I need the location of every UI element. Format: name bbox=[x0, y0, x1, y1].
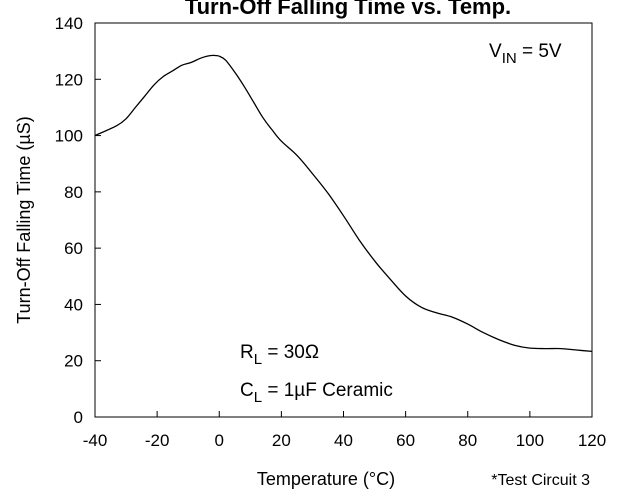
x-tick-label: -20 bbox=[145, 431, 170, 450]
y-tick-label: 140 bbox=[55, 14, 83, 33]
test-circuit-note: *Test Circuit 3 bbox=[491, 472, 590, 489]
x-tick-label: 120 bbox=[578, 431, 606, 450]
series-line bbox=[94, 54, 593, 353]
y-tick-label: 100 bbox=[55, 127, 83, 146]
cl-annotation: CL = 1µF Ceramic bbox=[240, 380, 393, 406]
x-tick-label: 40 bbox=[334, 431, 353, 450]
y-axis-label: Turn-Off Falling Time (µS) bbox=[14, 116, 34, 323]
vin-annotation: VIN = 5V bbox=[489, 41, 562, 67]
chart-title: Turn-Off Falling Time vs. Temp. bbox=[185, 0, 511, 19]
x-tick-label: 80 bbox=[458, 431, 477, 450]
x-tick-label: 60 bbox=[396, 431, 415, 450]
x-tick-label: 100 bbox=[516, 431, 544, 450]
x-axis: -40 -20 0 20 40 60 80 100 120 bbox=[83, 411, 606, 450]
x-tick-label: -40 bbox=[83, 431, 108, 450]
x-tick-label: 0 bbox=[215, 431, 224, 450]
y-axis: 0 20 40 60 80 100 120 140 bbox=[55, 14, 101, 427]
y-tick-label: 20 bbox=[64, 352, 83, 371]
plot-area bbox=[94, 22, 593, 418]
y-tick-label: 80 bbox=[64, 183, 83, 202]
plot-frame bbox=[94, 22, 593, 418]
x-axis-label: Temperature (°C) bbox=[257, 469, 395, 489]
y-tick-label: 0 bbox=[74, 408, 83, 427]
y-tick-label: 40 bbox=[64, 295, 83, 314]
y-tick-label: 60 bbox=[64, 239, 83, 258]
x-tick-label: 20 bbox=[272, 431, 291, 450]
rl-annotation: RL = 30Ω bbox=[240, 342, 319, 368]
y-tick-label: 120 bbox=[55, 70, 83, 89]
